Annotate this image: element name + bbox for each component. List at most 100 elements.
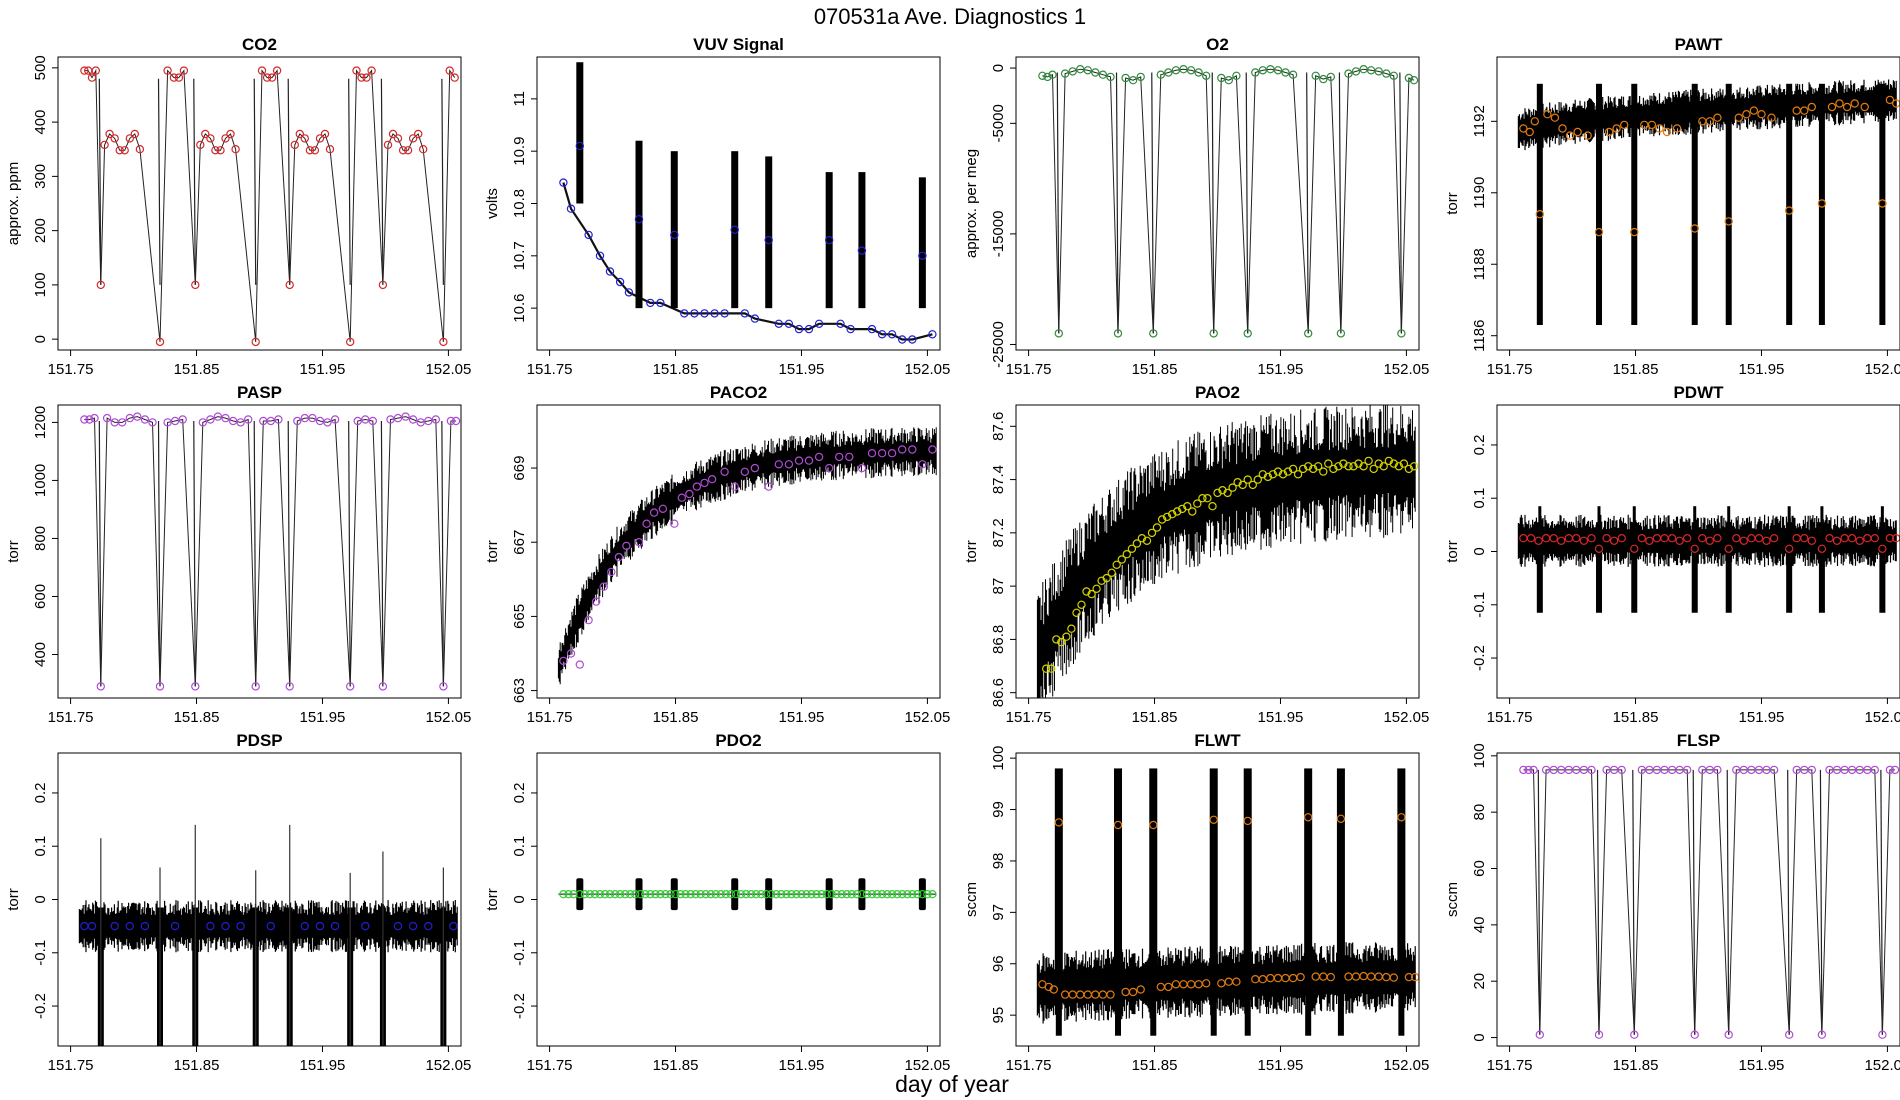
data-point-pdo2 [575, 890, 585, 899]
data-point-flwt [1201, 979, 1211, 988]
data-point-pdo2 [721, 890, 731, 899]
x-tick-label: 151.85 [174, 709, 220, 726]
data-point-pawt [1817, 199, 1827, 208]
noise-band-pdsp [78, 900, 458, 953]
dip-trace [1056, 72, 1060, 334]
data-point-o2 [1404, 73, 1414, 83]
data-point-paco2 [584, 615, 593, 625]
data-point-pasp [198, 418, 207, 427]
data-point-co2 [267, 73, 277, 82]
data-point-pdo2 [893, 890, 902, 899]
series-line-co2 [84, 68, 456, 342]
data-point-pao2 [1052, 635, 1061, 644]
panel-title-co2: CO2 [242, 35, 277, 54]
data-point-pasp [439, 682, 448, 691]
data-point-flwt [1164, 982, 1173, 992]
data-point-o2 [1326, 72, 1336, 82]
data-point-co2 [169, 73, 179, 82]
y-tick-label: -25000 [990, 321, 1007, 368]
y-tick-label: 800 [32, 526, 49, 551]
y-tick-label: 1186 [1471, 320, 1488, 352]
data-point-pawt [1519, 124, 1528, 133]
x-tick-label: 151.95 [779, 1057, 825, 1074]
data-point-vuv-signal [595, 251, 605, 260]
spike-bar [1209, 768, 1218, 977]
data-point-pao2 [1067, 624, 1076, 633]
y-tick-label: 0.1 [511, 836, 528, 857]
dip-trace [1399, 72, 1402, 334]
data-point-pawt [1885, 95, 1895, 105]
x-tick-label: 151.95 [1739, 1057, 1785, 1074]
data-point-pawt [1784, 206, 1794, 215]
data-point-pdo2 [757, 890, 766, 899]
y-tick-label: -0.2 [511, 993, 528, 1019]
data-point-pdo2 [651, 890, 660, 899]
spike-bar [1149, 768, 1158, 977]
data-point-pawt [1573, 127, 1582, 137]
frame-pawt [1496, 56, 1900, 351]
y-tick-label: 20 [1471, 973, 1488, 990]
data-point-co2 [295, 129, 304, 139]
x-tick-label: 152.05 [1864, 1057, 1900, 1074]
dip-trace [380, 420, 384, 687]
data-point-co2 [196, 140, 205, 150]
data-point-pdo2 [812, 890, 821, 899]
y-axis-label-co2: approx. ppm [5, 162, 22, 245]
data-point-pdo2 [772, 890, 781, 899]
data-point-pdsp [140, 921, 150, 931]
data-point-co2 [221, 134, 230, 143]
x-tick-label: 152.05 [904, 709, 950, 726]
data-point-pasp [206, 415, 215, 424]
dip-trace [98, 78, 102, 285]
frame-pdo2 [536, 752, 941, 1047]
y-axis-label-o2: approx. per meg [963, 149, 980, 258]
data-point-flsp [1594, 1030, 1604, 1039]
x-tick-label: 151.75 [1487, 1057, 1533, 1074]
noise-band-pao2 [1036, 405, 1416, 698]
data-point-vuv-signal [794, 324, 804, 334]
x-tick-label: 151.75 [48, 1057, 94, 1074]
panel-flwt: FLWT sccm 151.75 151.85 151.95 152.05 95 96 97 98… [963, 731, 1429, 1074]
x-tick-label: 151.95 [779, 361, 825, 378]
plot-area-co2 [80, 66, 459, 347]
data-point-paco2 [764, 482, 773, 491]
data-point-vuv-signal [814, 319, 824, 328]
x-tick-label: 151.75 [1006, 709, 1052, 726]
data-point-co2 [96, 280, 106, 290]
data-point-o2 [1149, 329, 1158, 338]
data-point-pdwt [1602, 534, 1611, 543]
data-point-pdwt [1855, 536, 1864, 546]
figure-title: 070531a Ave. Diagnostics 1 [814, 4, 1086, 29]
data-point-co2 [290, 140, 299, 150]
panel-title-pawt: PAWT [1675, 35, 1723, 54]
panel-title-pasp: PASP [237, 383, 282, 402]
data-point-pdwt [1594, 544, 1604, 554]
data-point-pdsp [315, 921, 325, 931]
data-point-flsp [1617, 765, 1626, 775]
data-point-pdsp [206, 921, 215, 931]
dip-bar [1786, 522, 1793, 613]
data-point-pawt [1690, 224, 1699, 233]
noise-band-flwt [1036, 942, 1416, 1024]
data-point-pao2 [1349, 462, 1358, 471]
data-point-pao2 [1394, 462, 1404, 471]
data-point-paco2 [730, 482, 739, 491]
data-point-co2 [87, 73, 97, 82]
data-point-vuv-signal [804, 324, 814, 334]
data-point-pasp [80, 415, 89, 424]
x-tick-label: 152.05 [425, 709, 471, 726]
data-point-o2 [1068, 67, 1077, 76]
data-point-flsp [1870, 765, 1880, 775]
data-point-co2 [105, 129, 114, 139]
x-tick-label: 151.85 [653, 361, 699, 378]
data-point-pao2 [1379, 462, 1388, 471]
y-tick-label: 200 [32, 218, 49, 243]
data-point-paco2 [599, 582, 608, 591]
data-point-co2 [378, 280, 388, 290]
spike-bar [670, 151, 678, 309]
data-point-pdo2 [903, 890, 912, 899]
data-point-co2 [100, 140, 109, 150]
data-point-pao2 [1369, 464, 1378, 474]
spike-bar [918, 177, 926, 309]
data-point-flsp [1682, 765, 1692, 775]
